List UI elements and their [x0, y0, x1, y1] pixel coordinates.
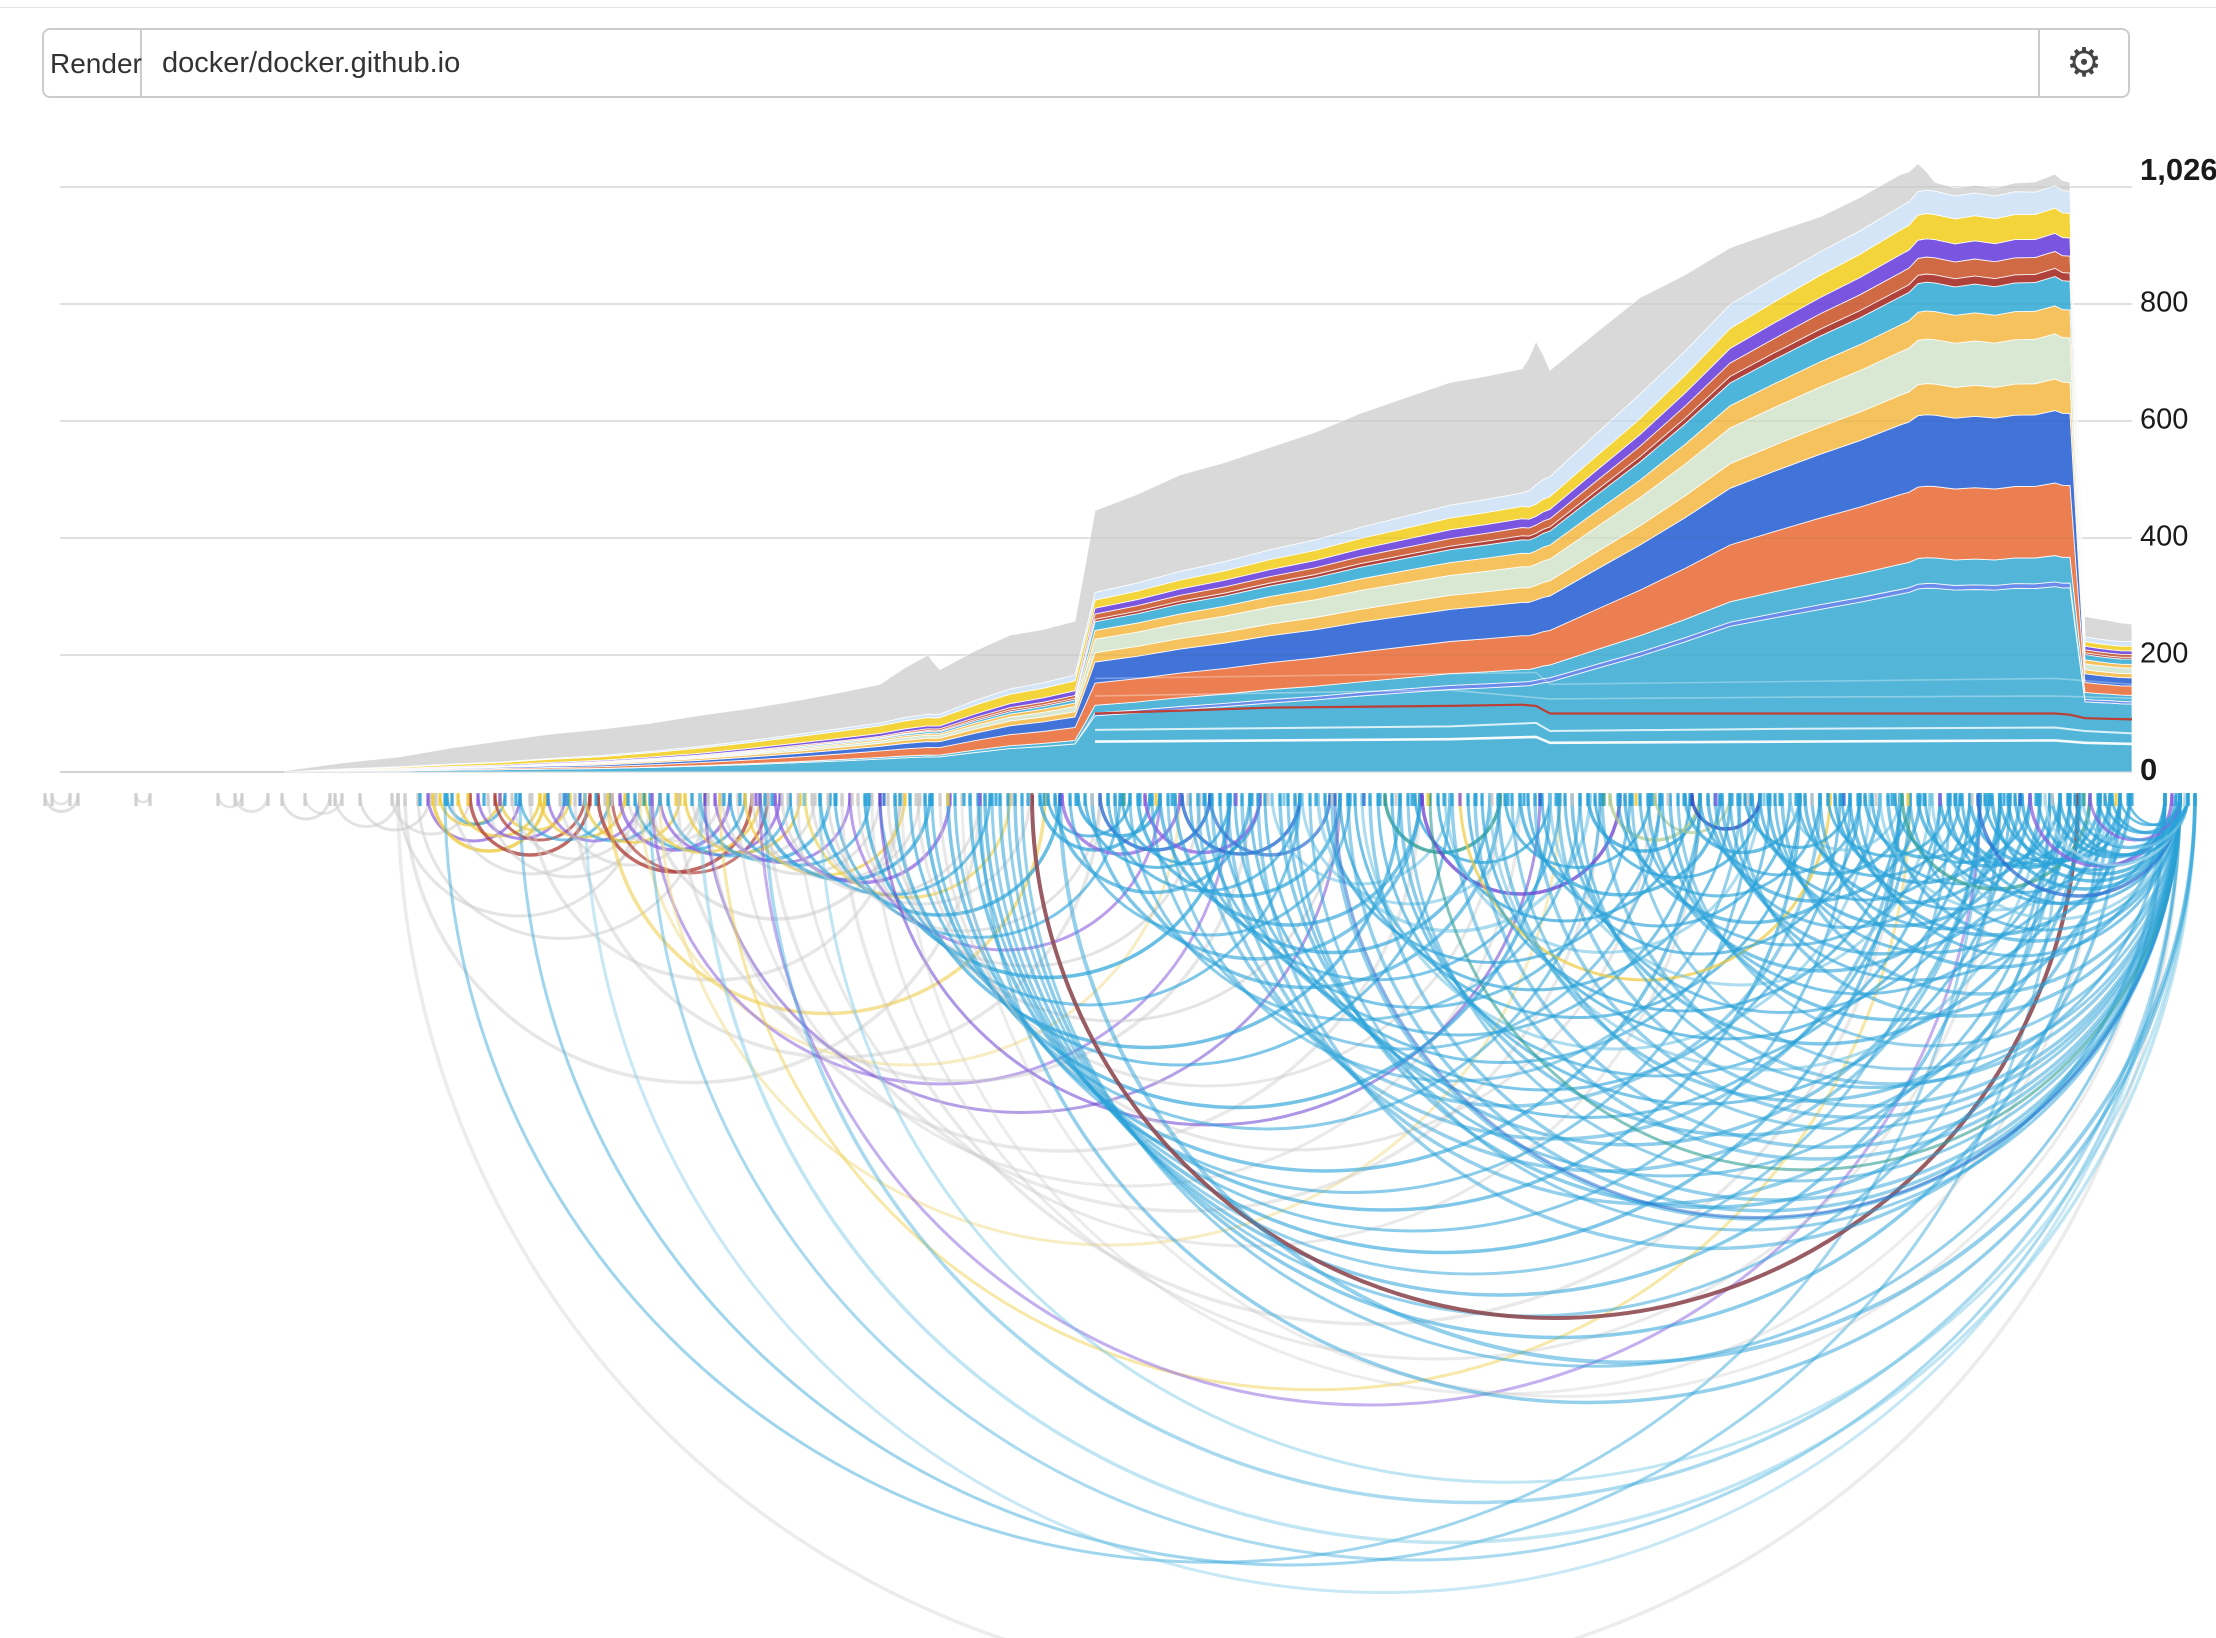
gear-icon: ⚙	[2066, 41, 2102, 85]
area-series-files-gray	[284, 162, 2133, 773]
thin-white-line-2	[1094, 721, 2133, 735]
thin-white-line-1	[1094, 735, 2133, 746]
arc-diagram	[43, 794, 2197, 1638]
render-toolbar: Render ⚙	[42, 28, 2130, 98]
commit-node-ticks	[43, 793, 2197, 806]
gridline-overlay	[60, 186, 2132, 773]
thin-red-line	[1094, 703, 2133, 721]
y-axis-label-200: 200	[2140, 638, 2188, 670]
y-axis-label-800: 800	[2140, 287, 2188, 319]
faint-white-line-1	[1094, 689, 2133, 700]
render-button[interactable]: Render	[42, 28, 142, 98]
page-top-divider	[0, 7, 2216, 8]
y-axis-label-400: 400	[2140, 521, 2188, 553]
y-axis-label-600: 600	[2140, 404, 2188, 436]
repo-input[interactable]	[142, 28, 2040, 98]
y-axis-labels: 1,026 800 600 400 200 0	[2140, 152, 2216, 787]
faint-white-line-2	[1094, 671, 2133, 686]
settings-button[interactable]: ⚙	[2038, 28, 2130, 98]
area-overlay-lines	[1094, 671, 2133, 746]
stacked-area-chart	[284, 162, 2133, 773]
y-axis-label-1,026: 1,026	[2140, 152, 2216, 187]
y-axis-label-0: 0	[2140, 752, 2157, 787]
